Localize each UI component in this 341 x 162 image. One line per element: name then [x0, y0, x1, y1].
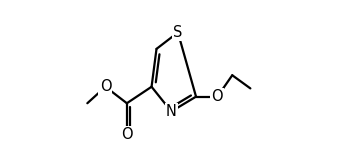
Text: O: O — [212, 89, 223, 104]
Text: O: O — [100, 79, 111, 94]
Text: O: O — [121, 127, 133, 142]
Text: S: S — [173, 25, 182, 40]
Text: N: N — [166, 104, 177, 119]
